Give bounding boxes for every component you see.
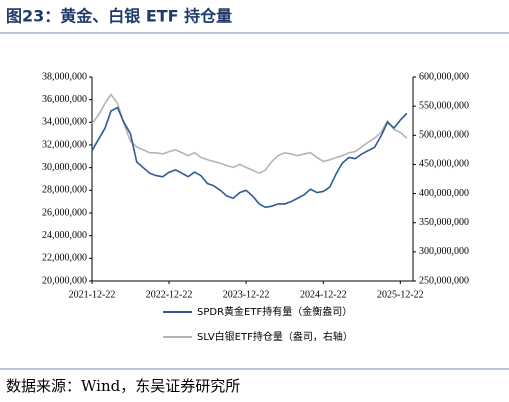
series-line xyxy=(91,106,408,209)
x-tick-label: 2025-12-22 xyxy=(377,289,424,300)
x-tick-label: 2022-12-22 xyxy=(146,289,193,300)
series-line xyxy=(91,93,408,175)
x-tick-label: 2023-12-22 xyxy=(223,289,270,300)
y-tick-label: 32,000,000 xyxy=(42,139,87,150)
y-tick-label: 30,000,000 xyxy=(42,162,87,173)
y-tick-label: 20,000,000 xyxy=(42,275,87,286)
y-tick-label: 28,000,000 xyxy=(42,185,87,196)
legend-label: SLV白银ETF持仓量（盎司，右轴） xyxy=(197,330,353,343)
y2-tick-label: 350,000,000 xyxy=(419,217,469,228)
x-tick-label: 2021-12-22 xyxy=(69,289,116,300)
y2-tick-label: 300,000,000 xyxy=(419,246,469,257)
source: 数据来源：Wind，东吴证券研究所 xyxy=(6,377,240,395)
y-tick-label: 26,000,000 xyxy=(42,207,87,218)
legend-label: SPDR黄金ETF持有量（金衡盎司） xyxy=(197,305,352,318)
y2-tick-label: 450,000,000 xyxy=(419,159,469,170)
y-tick-label: 36,000,000 xyxy=(42,94,87,105)
y2-tick-label: 550,000,000 xyxy=(419,100,469,111)
y2-tick-label: 600,000,000 xyxy=(419,71,469,82)
y-tick-label: 38,000,000 xyxy=(42,71,87,82)
y-tick-label: 34,000,000 xyxy=(42,117,87,128)
x-tick-label: 2024-12-22 xyxy=(300,289,347,300)
chart-title: 图23：黄金、白银 ETF 持仓量 xyxy=(6,7,232,26)
y-tick-label: 22,000,000 xyxy=(42,253,87,264)
y2-tick-label: 250,000,000 xyxy=(419,275,469,286)
y2-tick-label: 500,000,000 xyxy=(419,130,469,141)
y-tick-label: 24,000,000 xyxy=(42,230,87,241)
y2-tick-label: 400,000,000 xyxy=(419,188,469,199)
